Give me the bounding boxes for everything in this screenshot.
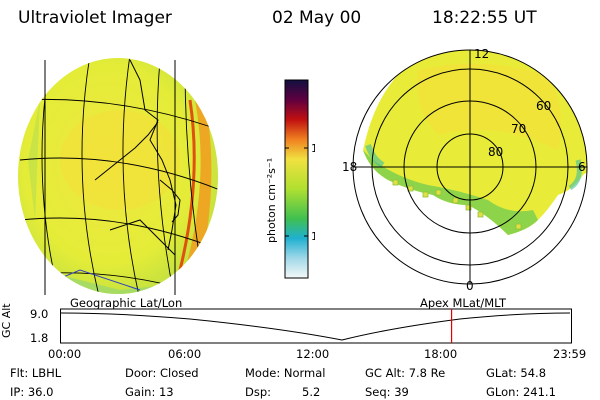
info-mode: Mode: Normal [245, 366, 326, 380]
lat-label-70: 70 [511, 122, 526, 136]
polar-plot: 12 18 6 0 60 70 80 [342, 47, 588, 293]
mlt-label-12: 12 [474, 47, 489, 61]
colorbar: 100 10 photon cm⁻²s⁻¹ [265, 79, 315, 279]
mlt-label-0: 0 [466, 279, 474, 293]
info-dsp-label: Dsp: [245, 385, 272, 399]
info-door: Door: Closed [125, 366, 199, 380]
lat-label-60: 60 [536, 99, 551, 113]
polar-grid [352, 49, 588, 285]
info-ip: IP: 36.0 [10, 385, 54, 399]
colorbar-unit-label: photon cm⁻²s⁻¹ [265, 158, 278, 243]
coastlines [94, 59, 181, 256]
right-panel-title: Apex MLat/MLT [420, 296, 507, 310]
info-gain: Gain: 13 [125, 385, 174, 399]
lat-label-80: 80 [488, 145, 503, 159]
info-glon: GLon: 241.1 [486, 385, 556, 399]
mlt-label-6: 6 [578, 160, 586, 174]
info-seq: Seq: 39 [365, 385, 409, 399]
mlt-label-18: 18 [342, 160, 357, 174]
info-gcalt: GC Alt: 7.8 Re [365, 366, 446, 380]
alt-xtick-1: 06:00 [168, 347, 202, 361]
alt-xtick-2: 12:00 [296, 347, 330, 361]
auroral-image [363, 50, 587, 235]
instrument-title: Ultraviolet Imager [18, 8, 172, 28]
alt-plot-frame [60, 308, 572, 344]
info-glat: GLat: 54.8 [486, 366, 547, 380]
alt-ytick-max: 9.0 [30, 307, 49, 321]
alt-ytick-min: 1.8 [30, 331, 49, 345]
time-label: 18:22:55 UT [432, 8, 537, 28]
alt-xtick-4: 23:59 [553, 347, 587, 361]
left-panel-title: Geographic Lat/Lon [70, 296, 183, 310]
altitude-curve [60, 312, 571, 341]
alt-ylabel: GC Alt [0, 303, 13, 338]
altitude-plot [60, 308, 572, 344]
colorbar-tick-100: 100 [311, 142, 315, 155]
colorbar-gradient [284, 79, 309, 279]
colorbar-tick-10: 10 [311, 230, 315, 243]
date-label: 02 May 00 [272, 8, 362, 28]
info-dsp-value: 5.2 [302, 385, 321, 399]
alt-xtick-0: 00:00 [48, 347, 82, 361]
geographic-image [18, 58, 218, 295]
alt-xtick-3: 18:00 [424, 347, 458, 361]
info-flt: Flt: LBHL [10, 366, 62, 380]
